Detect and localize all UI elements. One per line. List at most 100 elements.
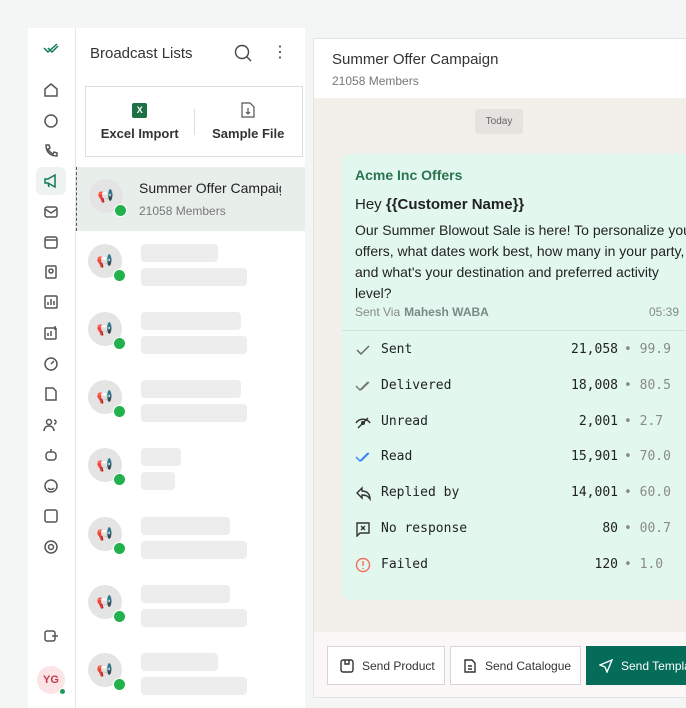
broadcast-icon[interactable] xyxy=(36,167,66,195)
excel-import-button[interactable]: X Excel Import xyxy=(86,102,194,141)
sent-via-label: Sent Via xyxy=(355,305,401,319)
date-chip: Today xyxy=(475,109,523,134)
send-template-button[interactable]: Send Template xyxy=(586,646,686,685)
greeting-text: Hey xyxy=(355,196,382,213)
stat-row-no-response: No response 80 • 00.7 xyxy=(355,519,686,539)
broadcast-avatar: 📢 xyxy=(88,244,126,282)
contacts-icon[interactable] xyxy=(36,258,66,286)
stat-label: Unread xyxy=(381,413,428,429)
calendar-icon[interactable] xyxy=(36,228,66,256)
stat-value: 2,001 xyxy=(578,413,618,429)
send-catalogue-label: Send Catalogue xyxy=(485,658,572,673)
skeleton-line xyxy=(141,268,247,286)
settings-icon[interactable] xyxy=(36,533,66,561)
skeleton-line xyxy=(141,677,247,695)
mail-icon[interactable] xyxy=(36,198,66,226)
list-item-placeholder[interactable]: 📢 xyxy=(76,368,305,432)
skeleton-line xyxy=(141,380,241,398)
phone-icon[interactable] xyxy=(36,137,66,165)
reply-icon xyxy=(356,486,371,502)
search-icon[interactable] xyxy=(234,44,252,62)
list-item-members: 21058 Members xyxy=(139,204,226,218)
document-icon[interactable] xyxy=(36,380,66,408)
stat-row-replied-by: Replied by 14,001 • 60.0 xyxy=(355,483,686,503)
stat-value: 14,001 xyxy=(571,485,618,501)
broadcast-avatar: 📢 xyxy=(89,179,127,217)
whatsapp-icon xyxy=(113,678,126,691)
stat-label: Replied by xyxy=(381,485,460,501)
chat-members: 21058 Members xyxy=(332,74,419,88)
list-item-placeholder[interactable]: 📢 xyxy=(76,232,305,296)
skeleton-line xyxy=(141,448,181,466)
catalogue-icon xyxy=(464,658,476,673)
stat-row-sent: Sent 21,058 • 99.9 xyxy=(355,340,686,360)
chat-title: Summer Offer Campaign xyxy=(332,51,499,68)
stat-label: No response xyxy=(381,521,468,536)
skeleton-line xyxy=(141,404,247,422)
skeleton-line xyxy=(141,653,218,671)
logo-icon xyxy=(36,36,66,64)
broadcast-avatar: 📢 xyxy=(88,312,126,350)
broadcast-avatar: 📢 xyxy=(88,653,126,691)
chat-icon[interactable] xyxy=(36,107,66,135)
stat-label: Read xyxy=(381,449,413,465)
speed-icon[interactable] xyxy=(36,350,66,378)
alert-icon xyxy=(355,557,371,572)
send-catalogue-button[interactable]: Send Catalogue xyxy=(450,646,581,685)
ads-icon[interactable] xyxy=(36,502,66,530)
broadcast-list-panel: Broadcast Lists ⋮ X Excel Import Sample F… xyxy=(76,28,305,708)
list-item-name: Summer Offer Campaign xyxy=(139,180,281,196)
stat-row-read: Read 15,901 • 70.0 xyxy=(355,447,686,467)
reports-icon[interactable] xyxy=(36,288,66,316)
avatar[interactable]: YG xyxy=(37,666,66,695)
stat-value: 120 xyxy=(594,556,618,572)
list-item-placeholder[interactable]: 📢 xyxy=(76,641,305,705)
whatsapp-icon xyxy=(113,269,126,282)
skeleton-line xyxy=(141,609,247,627)
sample-file-label: Sample File xyxy=(212,126,285,141)
sample-file-button[interactable]: Sample File xyxy=(195,102,303,141)
stat-label: Sent xyxy=(381,342,413,357)
broadcast-avatar: 📢 xyxy=(88,517,126,555)
stat-percent: • 99.9 xyxy=(624,342,671,357)
whatsapp-icon xyxy=(113,542,126,555)
sent-via: Sent Via Mahesh WABA xyxy=(355,305,489,319)
eye-off-icon xyxy=(355,417,371,429)
whatsapp-icon xyxy=(113,473,126,486)
icon-rail: YG xyxy=(28,28,76,708)
panel-title: Broadcast Lists xyxy=(90,45,193,62)
bot-icon[interactable] xyxy=(36,441,66,469)
users-icon[interactable] xyxy=(36,411,66,439)
list-item-placeholder[interactable]: 📢 xyxy=(76,300,305,364)
avatar-initials: YG xyxy=(43,674,59,686)
stat-percent: • 80.5 xyxy=(624,377,671,393)
list-item-placeholder[interactable]: 📢 xyxy=(76,573,305,637)
list-item-placeholder[interactable]: 📢 xyxy=(76,505,305,569)
file-download-icon xyxy=(241,102,255,118)
broadcast-avatar: 📢 xyxy=(88,585,126,623)
send-product-label: Send Product xyxy=(362,658,435,673)
list-item-placeholder[interactable]: 📢 xyxy=(76,436,305,500)
skeleton-line xyxy=(141,336,247,354)
chat-panel: Summer Offer Campaign 21058 Members Toda… xyxy=(313,38,686,698)
more-options-icon[interactable]: ⋮ xyxy=(272,44,288,61)
stat-percent: • 1.0 xyxy=(624,556,664,572)
stat-label: Failed xyxy=(381,556,428,572)
send-product-button[interactable]: Send Product xyxy=(327,646,445,685)
emoji-icon[interactable] xyxy=(36,472,66,500)
divider xyxy=(342,330,686,331)
analytics-icon[interactable] xyxy=(36,319,66,347)
stat-percent: • 60.0 xyxy=(624,485,671,501)
stat-value: 80 xyxy=(602,521,618,536)
whatsapp-icon xyxy=(113,405,126,418)
stat-percent: • 70.0 xyxy=(624,449,671,465)
list-item-selected[interactable]: 📢 Summer Offer Campaign 21058 Members xyxy=(76,167,305,231)
broadcast-avatar: 📢 xyxy=(88,380,126,418)
home-icon[interactable] xyxy=(36,76,66,104)
action-bar: Send Product Send Catalogue Send Templat… xyxy=(314,631,686,697)
skeleton-line xyxy=(141,541,247,559)
logout-icon[interactable] xyxy=(36,622,66,650)
import-box: X Excel Import Sample File xyxy=(85,86,303,157)
excel-icon: X xyxy=(132,102,148,118)
chat-area: Today Acme Inc Offers Hey {{Customer Nam… xyxy=(314,98,686,631)
